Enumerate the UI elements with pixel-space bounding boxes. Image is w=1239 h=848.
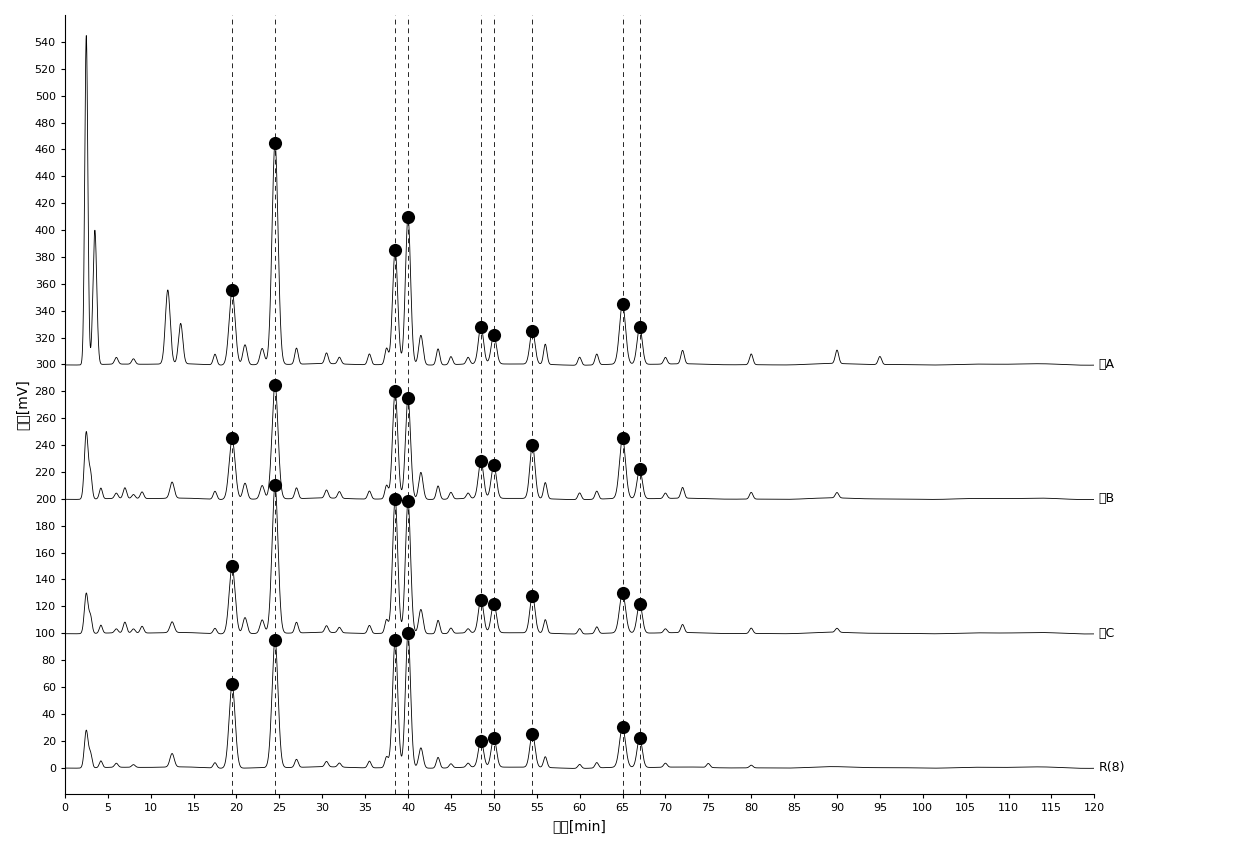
Text: 柱A: 柱A [1099,358,1115,371]
Point [471,734,491,747]
Point [484,597,504,611]
Point [265,633,285,647]
Point [629,462,649,476]
Point [471,455,491,468]
Point [265,478,285,492]
Point [612,432,632,445]
Point [398,494,418,508]
Point [222,432,242,445]
Point [629,597,649,611]
Point [398,391,418,404]
Point [265,377,285,391]
Point [222,678,242,691]
Point [385,492,405,505]
Point [629,320,649,333]
Point [265,136,285,149]
Point [612,586,632,600]
Point [629,731,649,745]
Point [398,209,418,223]
Point [385,633,405,647]
Point [471,593,491,606]
Point [222,284,242,298]
Point [523,324,543,338]
Point [523,728,543,741]
Point [385,243,405,257]
Point [523,589,543,602]
Point [385,384,405,398]
Text: R(8): R(8) [1099,761,1125,774]
Point [612,297,632,310]
Point [612,721,632,734]
Point [484,731,504,745]
Point [484,328,504,342]
Point [398,627,418,640]
Point [222,559,242,572]
X-axis label: 时间[min]: 时间[min] [553,819,607,833]
Point [523,438,543,452]
Point [471,320,491,333]
Y-axis label: 信号[mV]: 信号[mV] [15,379,28,430]
Text: 柱C: 柱C [1099,627,1115,639]
Point [484,459,504,472]
Text: 柱B: 柱B [1099,493,1115,505]
